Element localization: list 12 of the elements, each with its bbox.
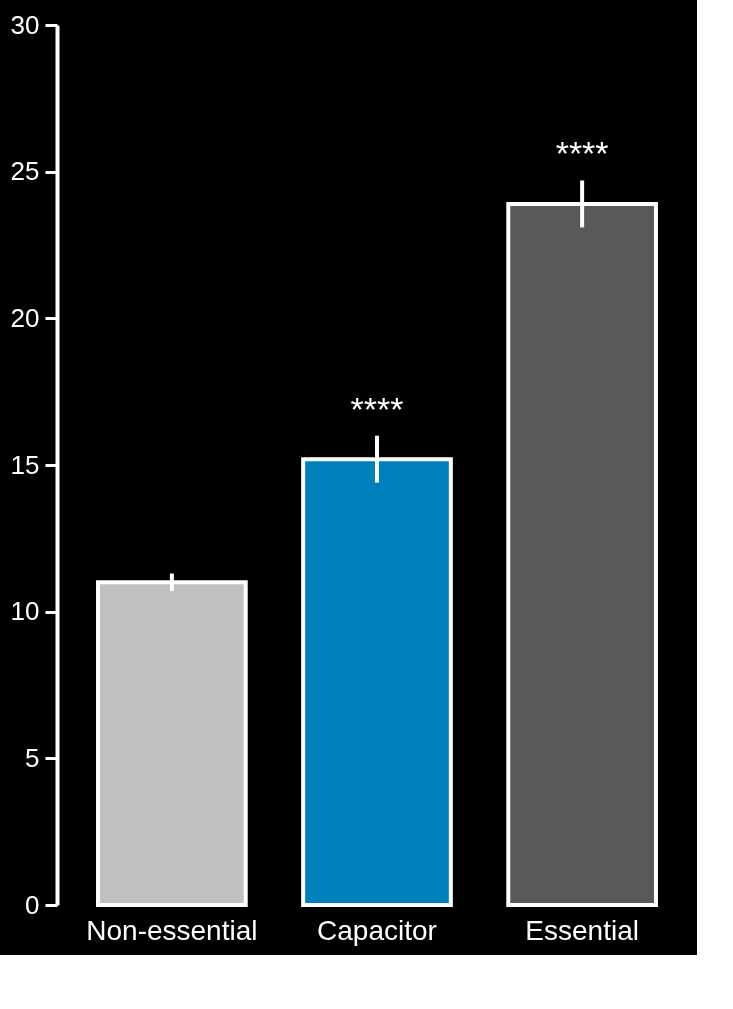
- x-tick-label: Non-essential: [86, 914, 258, 946]
- y-tick-label: 5: [25, 742, 40, 773]
- x-tick-label: Essential: [525, 914, 639, 946]
- x-tick-label: Capacitor: [317, 914, 437, 946]
- y-tick-label: 25: [10, 156, 40, 187]
- annotation: ****: [350, 389, 404, 428]
- y-tick-label: 20: [10, 302, 40, 333]
- y-tick-label: 10: [10, 596, 40, 627]
- y-tick-label: 30: [10, 9, 40, 40]
- annotation: ****: [555, 134, 609, 173]
- y-tick-label: 15: [10, 449, 40, 480]
- y-tick-label: 0: [25, 889, 40, 920]
